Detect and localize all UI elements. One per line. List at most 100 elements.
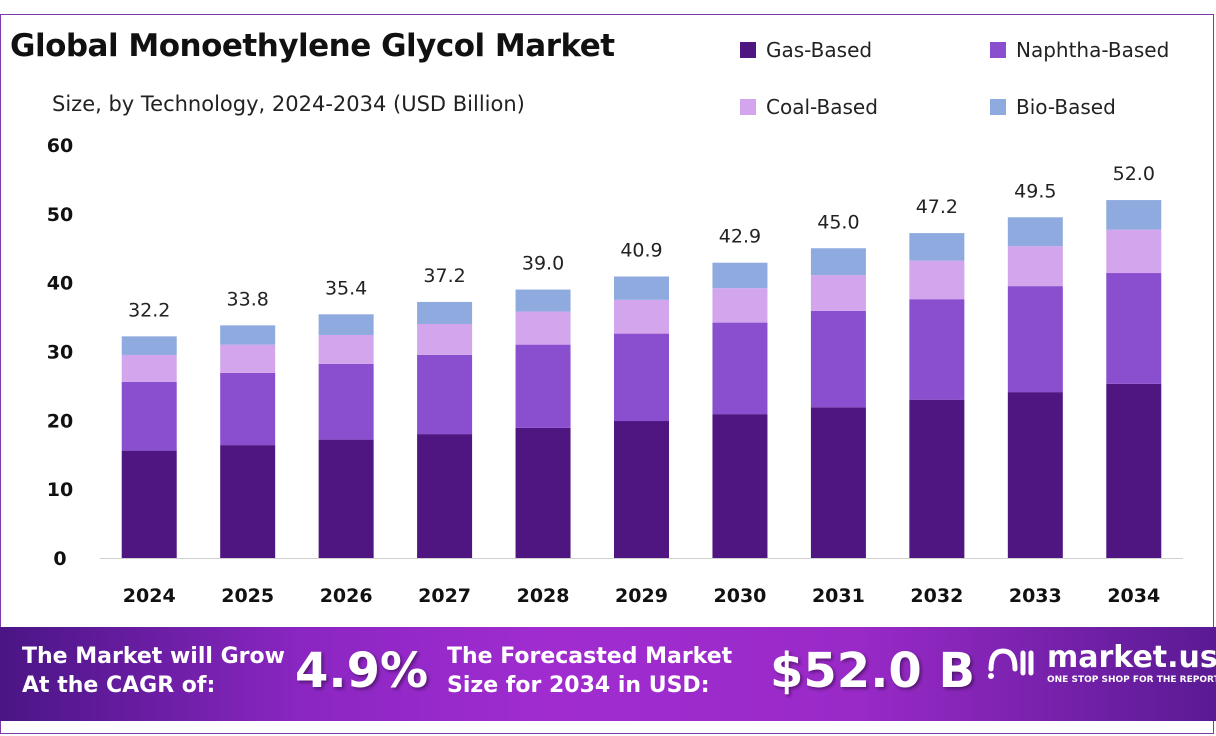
bar-segment-bio-based <box>220 325 276 345</box>
legend-naphtha-based: Naphtha-Based <box>990 38 1169 62</box>
x-tick-label: 2026 <box>320 585 373 607</box>
market-us-logo: market.us ONE STOP SHOP FOR THE REPORTS <box>985 641 1216 685</box>
bar-segment-naphtha-based <box>121 381 177 451</box>
bar-segment-gas-based <box>318 439 374 558</box>
x-tick-label: 2027 <box>418 585 471 607</box>
total-label: 45.0 <box>817 211 859 233</box>
x-tick-label: 2028 <box>517 585 570 607</box>
bar-segment-bio-based <box>712 262 768 289</box>
total-label: 42.9 <box>719 226 761 248</box>
bar-segment-gas-based <box>712 414 768 558</box>
legend-label: Naphtha-Based <box>1016 38 1170 62</box>
y-tick-label: 40 <box>47 273 73 295</box>
legend-coal-based: Coal-Based <box>740 95 878 119</box>
legend-swatch <box>990 42 1006 58</box>
logo-mark-icon <box>988 648 1034 679</box>
legend-label: Coal-Based <box>766 95 878 119</box>
bar-segment-gas-based <box>614 421 669 558</box>
bar-segment-coal-based <box>712 288 768 323</box>
bar-segment-coal-based <box>1007 246 1063 287</box>
y-tick-label: 60 <box>47 135 73 157</box>
bar-segment-bio-based <box>909 233 965 261</box>
x-tick-label: 2024 <box>123 585 176 607</box>
x-tick-label: 2025 <box>221 585 274 607</box>
total-label: 40.9 <box>620 239 662 261</box>
bar-segment-coal-based <box>614 299 669 334</box>
total-label: 52.0 <box>1113 163 1155 185</box>
bar-segment-bio-based <box>417 301 473 324</box>
bar-segment-naphtha-based <box>614 333 669 422</box>
cagr-label-line2: At the CAGR of: <box>22 673 216 698</box>
bar-segment-naphtha-based <box>1007 286 1063 393</box>
bar-segment-naphtha-based <box>417 354 473 435</box>
bar-segment-coal-based <box>318 334 374 364</box>
forecast-value: $52.0 B <box>770 643 976 699</box>
bar-segment-gas-based <box>515 427 571 558</box>
bar-segment-gas-based <box>220 445 276 558</box>
legend-gas-based: Gas-Based <box>740 38 872 62</box>
chart-frame <box>0 14 1214 734</box>
bar-segment-naphtha-based <box>712 322 768 415</box>
bar-segment-naphtha-based <box>1106 273 1162 384</box>
total-label: 49.5 <box>1014 180 1056 202</box>
legend-swatch <box>740 99 756 115</box>
bar-segment-bio-based <box>318 314 374 335</box>
bar-segment-coal-based <box>1106 229 1162 274</box>
x-tick-label: 2033 <box>1009 585 1062 607</box>
bar-segment-bio-based <box>810 248 866 276</box>
bar-segment-coal-based <box>810 275 866 311</box>
bar-segment-gas-based <box>121 450 177 558</box>
bar-segment-gas-based <box>909 399 965 558</box>
bar-segment-naphtha-based <box>909 299 965 400</box>
chart-title: Global Monoethylene Glycol Market <box>10 28 615 64</box>
forecast-label-line1: The Forecasted Market <box>447 644 733 669</box>
bar-segment-gas-based <box>417 434 473 558</box>
bar-segment-gas-based <box>810 407 866 558</box>
x-tick-label: 2032 <box>910 585 963 607</box>
chart-subtitle: Size, by Technology, 2024-2034 (USD Bill… <box>52 92 525 116</box>
cagr-label: The Market will Grow At the CAGR of: <box>22 642 285 700</box>
bar-segment-coal-based <box>909 260 965 300</box>
summary-banner: The Market will Grow At the CAGR of: 4.9… <box>0 627 1216 721</box>
y-tick-label: 30 <box>47 342 73 364</box>
bar-segment-gas-based <box>1007 392 1063 558</box>
y-tick-label: 50 <box>47 204 73 226</box>
bar-segment-bio-based <box>1007 217 1063 247</box>
total-label: 37.2 <box>423 265 465 287</box>
bar-segment-gas-based <box>1106 383 1162 558</box>
total-label: 35.4 <box>325 277 367 299</box>
bar-segment-naphtha-based <box>318 363 374 440</box>
x-tick-label: 2030 <box>714 585 767 607</box>
bar-segment-naphtha-based <box>220 372 276 446</box>
bar-segment-coal-based <box>220 344 276 373</box>
y-tick-label: 20 <box>47 410 73 432</box>
total-label: 39.0 <box>522 253 564 275</box>
x-tick-label: 2034 <box>1107 585 1160 607</box>
total-label: 33.8 <box>227 288 269 310</box>
bar-segment-naphtha-based <box>810 310 866 408</box>
bar-segment-coal-based <box>515 311 571 345</box>
legend-swatch <box>990 99 1006 115</box>
stacked-bar-chart: 010203040506032.2202433.8202535.4202637.… <box>47 135 1183 607</box>
y-tick-label: 10 <box>47 479 73 501</box>
legend-label: Bio-Based <box>1016 95 1116 119</box>
bar-segment-bio-based <box>614 276 669 300</box>
total-label: 47.2 <box>916 196 958 218</box>
forecast-label-line2: Size for 2034 in USD: <box>447 673 710 698</box>
bar-segment-coal-based <box>417 323 473 355</box>
cagr-value: 4.9% <box>295 643 429 699</box>
cagr-label-line1: The Market will Grow <box>22 644 285 669</box>
forecast-label: The Forecasted Market Size for 2034 in U… <box>447 642 732 700</box>
bar-segment-bio-based <box>1106 200 1162 230</box>
bar-segment-naphtha-based <box>515 344 571 428</box>
legend-swatch <box>740 42 756 58</box>
legend-label: Gas-Based <box>766 38 873 62</box>
legend-bio-based: Bio-Based <box>990 95 1116 119</box>
bar-segment-coal-based <box>121 354 177 382</box>
bar-segment-bio-based <box>121 336 177 355</box>
bar-segment-bio-based <box>515 289 571 312</box>
logo-name: market.us <box>1047 640 1216 675</box>
logo-tagline: ONE STOP SHOP FOR THE REPORTS <box>1047 675 1216 685</box>
y-tick-label: 0 <box>53 548 66 570</box>
x-tick-label: 2029 <box>615 585 668 607</box>
